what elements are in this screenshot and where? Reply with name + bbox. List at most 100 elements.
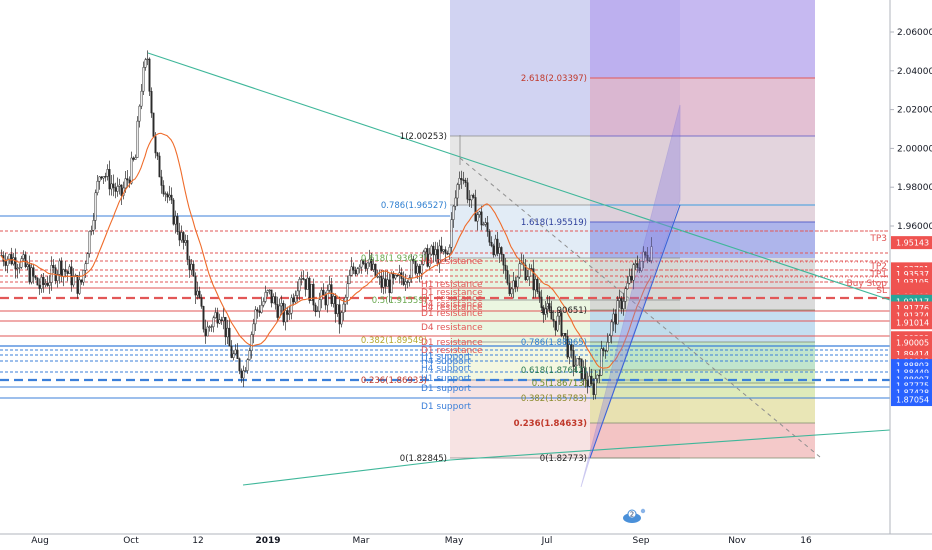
candle-body bbox=[134, 157, 137, 160]
candle-body bbox=[500, 247, 503, 255]
candle-body bbox=[196, 290, 199, 296]
candle-body bbox=[246, 359, 249, 371]
candle-body bbox=[150, 91, 153, 114]
candle-body bbox=[118, 184, 121, 187]
candle-body bbox=[332, 296, 335, 304]
candle-body bbox=[204, 328, 207, 337]
candle-body bbox=[488, 231, 491, 243]
candle-body bbox=[78, 279, 81, 294]
candle-body bbox=[128, 179, 131, 184]
candle-body bbox=[650, 246, 653, 261]
candle-body bbox=[370, 258, 373, 270]
candle-body bbox=[236, 349, 239, 359]
candle-body bbox=[430, 245, 433, 255]
candle-body bbox=[576, 358, 579, 366]
candle-body bbox=[482, 224, 485, 226]
level-label: D1 support bbox=[421, 402, 472, 412]
candle-body bbox=[94, 192, 97, 221]
fib-zones bbox=[450, 0, 815, 459]
candle-body bbox=[46, 283, 49, 286]
ascending-trendline bbox=[242, 459, 451, 486]
level-label: H1 support bbox=[421, 374, 471, 384]
candle-body bbox=[544, 308, 547, 315]
candle-body bbox=[378, 276, 381, 278]
candle-body bbox=[584, 367, 587, 381]
candle-body bbox=[590, 375, 593, 385]
candle-body bbox=[100, 176, 103, 179]
candle-body bbox=[76, 274, 79, 294]
candle-body bbox=[182, 232, 185, 243]
candle-body bbox=[374, 263, 377, 277]
candle-body bbox=[190, 263, 193, 271]
candle-body bbox=[414, 260, 417, 274]
candle-body bbox=[322, 289, 325, 296]
chart-watermark-icon: 2 bbox=[623, 508, 646, 523]
candle-body bbox=[606, 342, 609, 352]
candle-body bbox=[504, 264, 507, 271]
candle-body bbox=[296, 290, 299, 296]
candle-body bbox=[320, 289, 323, 300]
candle-body bbox=[222, 316, 225, 321]
candle-body bbox=[562, 333, 565, 336]
candle-body bbox=[498, 247, 501, 254]
candle-body bbox=[394, 275, 397, 279]
candle-body bbox=[84, 263, 87, 271]
candle-body bbox=[380, 276, 383, 288]
x-tick-label: 16 bbox=[800, 536, 812, 546]
candle-body bbox=[462, 179, 465, 181]
candle-body bbox=[284, 310, 287, 323]
candle-body bbox=[572, 350, 575, 367]
candle-body bbox=[474, 197, 477, 222]
candle-body bbox=[300, 278, 303, 280]
candle-body bbox=[570, 343, 573, 351]
candle-body bbox=[238, 358, 241, 372]
candle-body bbox=[442, 249, 445, 252]
candle-body bbox=[516, 276, 519, 288]
candle-body bbox=[372, 263, 375, 270]
level-label: D1 resistance bbox=[421, 338, 483, 348]
candle-body bbox=[580, 358, 583, 380]
candle-body bbox=[170, 194, 173, 201]
candle-body bbox=[618, 298, 621, 301]
candle-body bbox=[56, 274, 59, 282]
candle-body bbox=[154, 136, 157, 154]
candle-body bbox=[220, 319, 223, 321]
candle-body bbox=[180, 232, 183, 241]
drawn-trendlines bbox=[147, 52, 891, 488]
candlestick-series bbox=[0, 50, 653, 400]
candle-body bbox=[324, 294, 327, 306]
candle-body bbox=[554, 320, 557, 331]
x-tick-label: Jul bbox=[541, 536, 553, 546]
x-tick-label: Aug bbox=[31, 536, 49, 546]
fib-right-label: 2.618(2.03397) bbox=[521, 74, 587, 84]
candle-body bbox=[346, 283, 349, 298]
candle-body bbox=[212, 317, 215, 327]
candle-body bbox=[338, 304, 341, 325]
fib-right-zone bbox=[590, 383, 815, 398]
candle-body bbox=[568, 343, 571, 358]
candle-body bbox=[466, 182, 469, 200]
candle-body bbox=[368, 258, 371, 264]
candle-body bbox=[426, 248, 429, 267]
fib-left-label: 0.618(1.93623) bbox=[361, 254, 427, 264]
candle-body bbox=[166, 193, 169, 198]
candle-body bbox=[144, 59, 147, 68]
trade-label: TP1 bbox=[869, 270, 887, 280]
candle-body bbox=[404, 281, 407, 285]
fib-right-label: 0.236(1.84633) bbox=[514, 419, 587, 429]
level-label: H1 resistance bbox=[421, 294, 483, 304]
y-tick-label: 2.04000 bbox=[897, 67, 932, 77]
level-label: H4 support bbox=[421, 357, 471, 367]
candle-body bbox=[416, 265, 419, 274]
candle-body bbox=[326, 290, 329, 306]
candle-body bbox=[396, 275, 399, 277]
candle-body bbox=[240, 370, 243, 379]
candle-body bbox=[306, 277, 309, 290]
candle-body bbox=[244, 370, 247, 372]
candle-body bbox=[258, 310, 261, 313]
candle-body bbox=[616, 300, 619, 325]
candle-body bbox=[350, 266, 353, 276]
fib-right-zone bbox=[590, 0, 815, 78]
chart-annotations: 1(2.00253) 0.786(1.96527) 0.618(1.93623) 0.… bbox=[361, 74, 887, 464]
